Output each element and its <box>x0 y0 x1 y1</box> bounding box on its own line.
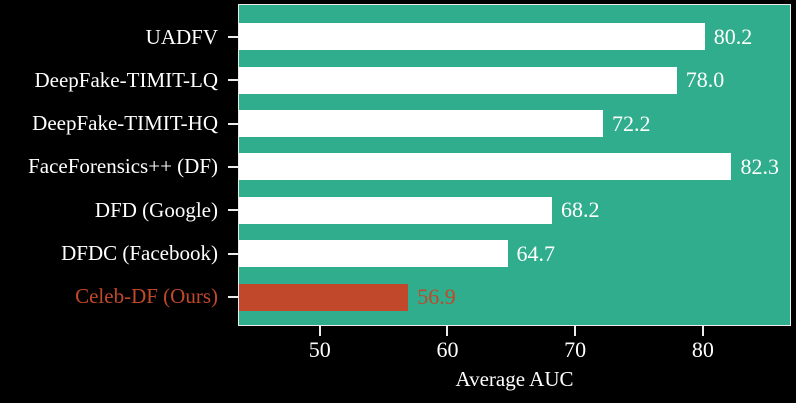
bar-row: 78.0 <box>239 58 790 101</box>
category-row: FaceForensics++ (DF) <box>0 145 238 188</box>
bar-value-label: 78.0 <box>685 67 725 93</box>
bar-row: 72.2 <box>239 102 790 145</box>
bar-row: 56.9 <box>239 276 790 319</box>
x-tick-mark <box>318 326 321 336</box>
bar <box>239 66 677 94</box>
category-label: FaceForensics++ (DF) <box>28 154 218 179</box>
bar <box>239 23 705 51</box>
y-tick-mark <box>228 209 238 212</box>
bar <box>239 153 732 181</box>
y-tick-mark <box>228 295 238 298</box>
x-tick: 50 <box>309 326 331 361</box>
bar-row: 64.7 <box>239 232 790 275</box>
category-row: DeepFake-TIMIT-LQ <box>0 59 238 102</box>
category-label: DFDC (Facebook) <box>61 241 218 266</box>
bar-row: 82.3 <box>239 145 790 188</box>
bar-value-label: 80.2 <box>713 23 753 49</box>
x-tick-mark <box>446 326 449 336</box>
x-tick: 60 <box>436 326 458 361</box>
x-axis-title: Average AUC <box>455 367 574 391</box>
x-tick-label: 70 <box>564 337 587 362</box>
bar <box>239 110 603 138</box>
bar-row: 68.2 <box>239 189 790 232</box>
bar-value-label: 82.3 <box>740 153 779 179</box>
category-label: DeepFake-TIMIT-HQ <box>32 111 218 136</box>
x-axis: 50 60 70 80 <box>238 326 791 368</box>
category-row: DFD (Google) <box>0 189 238 232</box>
bar-value-label: 68.2 <box>561 197 600 223</box>
category-label: UADFV <box>145 24 218 49</box>
bar <box>239 196 553 224</box>
x-tick-label: 50 <box>308 337 331 362</box>
category-label: DeepFake-TIMIT-LQ <box>34 67 219 92</box>
category-label: DFD (Google) <box>94 197 218 222</box>
x-tick-mark <box>701 326 704 336</box>
category-label: Celeb-DF (Ours) <box>75 284 218 309</box>
plot-area: 80.2 78.0 72.2 82.3 68.2 64.7 56.9 <box>238 4 791 326</box>
x-tick-label: 60 <box>436 337 459 362</box>
y-tick-mark <box>228 252 238 255</box>
category-row: DFDC (Facebook) <box>0 232 238 275</box>
bar-value-label: 72.2 <box>611 110 651 136</box>
x-tick-label: 80 <box>691 337 714 362</box>
y-tick-mark <box>228 79 238 82</box>
category-row: Celeb-DF (Ours) <box>0 275 238 318</box>
y-tick-mark <box>228 36 238 39</box>
y-axis-labels: UADFV DeepFake-TIMIT-LQ DeepFake-TIMIT-HQ F… <box>0 4 238 326</box>
x-tick: 80 <box>692 326 714 361</box>
bar <box>239 240 508 268</box>
category-row: UADFV <box>0 16 238 59</box>
x-tick: 70 <box>564 326 586 361</box>
bar <box>239 283 409 311</box>
bar-row: 80.2 <box>239 15 790 58</box>
x-tick-mark <box>574 326 577 336</box>
y-tick-mark <box>228 122 238 125</box>
y-tick-mark <box>228 165 238 168</box>
category-row: DeepFake-TIMIT-HQ <box>0 102 238 145</box>
bar-value-label: 56.9 <box>417 284 456 310</box>
bar-value-label: 64.7 <box>516 240 556 266</box>
